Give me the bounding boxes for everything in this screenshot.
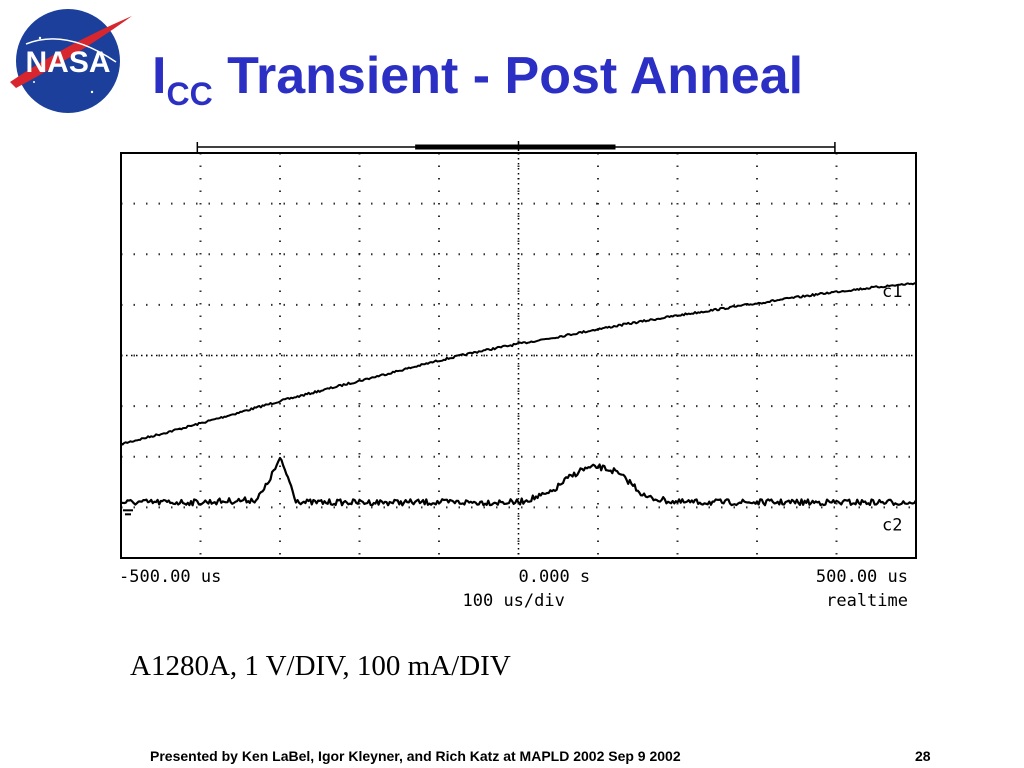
page-title: ICC Transient - Post Anneal (152, 47, 804, 110)
footer: Presented by Ken LaBel, Igor Kleyner, an… (0, 748, 1024, 768)
nasa-logo: NASA (10, 9, 132, 113)
tick-label-right: 500.00 us (816, 567, 908, 587)
trace-c1 (120, 281, 917, 446)
title-subscript: CC (166, 76, 213, 112)
footer-credit: Presented by Ken LaBel, Igor Kleyner, an… (150, 748, 681, 764)
timebase-label: 100 us/div (463, 591, 565, 611)
logo-text: NASA (25, 46, 110, 79)
page-number: 28 (915, 748, 931, 764)
title-rest: Transient - Post Anneal (212, 47, 804, 105)
title-main: I (152, 47, 167, 105)
tick-label-center: 0.000 s (519, 567, 591, 587)
caption: A1280A, 1 V/DIV, 100 mA/DIV (130, 650, 511, 682)
mode-label: realtime (826, 591, 908, 611)
logo-chevron (10, 16, 132, 88)
trace-label-c1: c1 (882, 282, 902, 302)
trace-label-c2: c2 (882, 515, 902, 535)
scope-traces: c1 c2 (120, 281, 917, 535)
tick-label-left: -500.00 us (119, 567, 221, 587)
scope-grid (121, 153, 916, 558)
trigger-bar (196, 141, 836, 152)
trace-c2 (120, 456, 917, 507)
oscilloscope-chart: c1 c2 -500.00 us 0.000 s 500.00 us 100 us… (119, 141, 917, 611)
